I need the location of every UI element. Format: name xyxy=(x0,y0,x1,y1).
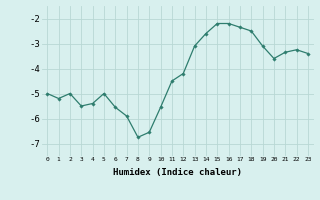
X-axis label: Humidex (Indice chaleur): Humidex (Indice chaleur) xyxy=(113,168,242,177)
